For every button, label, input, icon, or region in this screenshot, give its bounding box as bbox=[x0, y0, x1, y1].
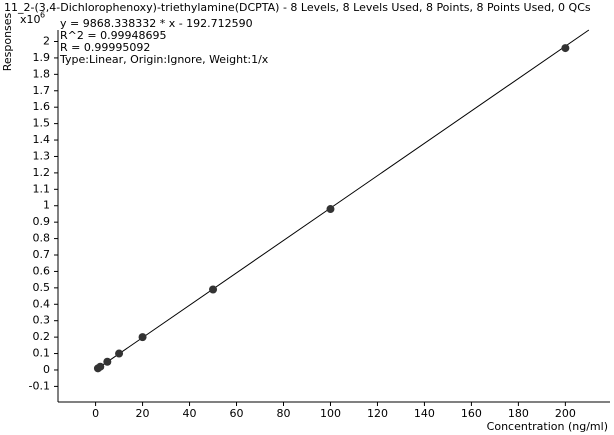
x-tick-label: 120 bbox=[367, 407, 388, 420]
y-tick-label: 0.4 bbox=[33, 297, 51, 310]
y-scale-exponent: 6 bbox=[40, 11, 45, 20]
y-tick-label: 1.4 bbox=[33, 133, 51, 146]
y-tick-label: 1.6 bbox=[33, 100, 51, 113]
y-tick-label: 1 bbox=[43, 199, 50, 212]
y-tick-label: 1.1 bbox=[33, 182, 51, 195]
y-tick-label: 1.2 bbox=[33, 166, 51, 179]
y-tick-label: -0.1 bbox=[29, 379, 50, 392]
y-tick-label: 0.5 bbox=[33, 281, 51, 294]
y-tick-label: 0.3 bbox=[33, 314, 51, 327]
data-point bbox=[138, 333, 147, 342]
x-tick-label: 140 bbox=[414, 407, 435, 420]
data-point bbox=[103, 357, 112, 366]
y-axis-label: Responses bbox=[1, 12, 14, 71]
y-tick-label: 1.7 bbox=[33, 84, 51, 97]
y-tick-label: 0.7 bbox=[33, 248, 51, 261]
x-tick-label: 100 bbox=[320, 407, 341, 420]
chart-title: 11_2-(3,4-Dichlorophenoxy)-triethylamine… bbox=[4, 1, 591, 14]
x-tick-label: 40 bbox=[183, 407, 197, 420]
data-point bbox=[209, 285, 218, 294]
y-scale-label: x10 bbox=[20, 13, 41, 26]
data-point bbox=[96, 362, 105, 371]
y-tick-label: 0.8 bbox=[33, 232, 51, 245]
y-tick-label: 0.2 bbox=[33, 330, 51, 343]
annotation: R^2 = 0.99948695 bbox=[60, 29, 167, 42]
data-point bbox=[326, 205, 335, 214]
y-tick-label: 0.6 bbox=[33, 264, 51, 277]
data-point bbox=[115, 349, 124, 358]
y-tick-label: 0.1 bbox=[33, 347, 51, 360]
annotation: Type:Linear, Origin:Ignore, Weight:1/x bbox=[59, 53, 269, 66]
y-tick-label: 1.9 bbox=[33, 51, 51, 64]
data-point bbox=[561, 44, 570, 53]
y-tick-label: 0.9 bbox=[33, 215, 51, 228]
y-tick-label: 2 bbox=[43, 34, 50, 47]
x-tick-label: 160 bbox=[461, 407, 482, 420]
y-tick-label: 1.3 bbox=[33, 149, 51, 162]
annotation: y = 9868.338332 * x - 192.712590 bbox=[60, 17, 253, 30]
annotation: R = 0.99995092 bbox=[60, 41, 150, 54]
y-tick-label: 0 bbox=[43, 363, 50, 376]
x-axis-label: Concentration (ng/ml) bbox=[487, 420, 608, 433]
x-tick-label: 200 bbox=[555, 407, 576, 420]
x-tick-label: 80 bbox=[276, 407, 290, 420]
x-tick-label: 0 bbox=[92, 407, 99, 420]
x-tick-label: 60 bbox=[230, 407, 244, 420]
x-tick-label: 180 bbox=[508, 407, 529, 420]
x-tick-label: 20 bbox=[136, 407, 150, 420]
y-tick-label: 1.5 bbox=[33, 117, 51, 130]
fit-line bbox=[95, 29, 590, 371]
y-tick-label: 1.8 bbox=[33, 67, 51, 80]
